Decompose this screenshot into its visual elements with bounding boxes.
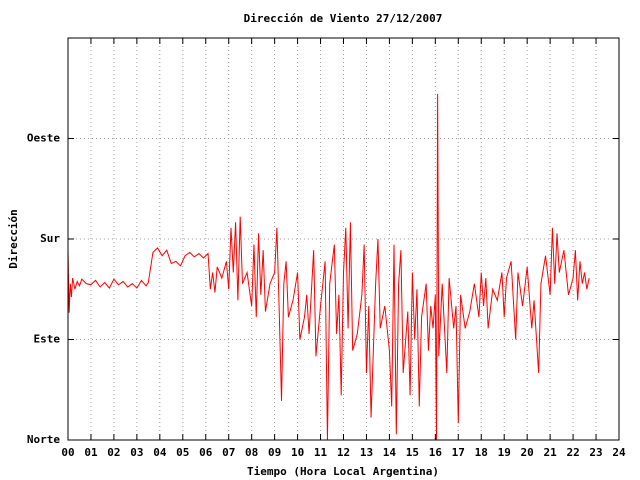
x-tick-label: 22 xyxy=(566,446,579,459)
x-tick-label: 03 xyxy=(130,446,143,459)
x-tick-label: 07 xyxy=(222,446,235,459)
x-tick-label: 05 xyxy=(176,446,189,459)
x-tick-label: 20 xyxy=(521,446,534,459)
y-axis-label: Dirección xyxy=(7,209,20,269)
x-tick-label: 14 xyxy=(383,446,397,459)
x-tick-label: 21 xyxy=(544,446,558,459)
x-tick-label: 04 xyxy=(153,446,167,459)
x-tick-label: 10 xyxy=(291,446,304,459)
y-tick-label: Norte xyxy=(27,433,60,446)
x-tick-label: 08 xyxy=(245,446,258,459)
chart-title: Dirección de Viento 27/12/2007 xyxy=(244,12,443,25)
x-tick-label: 11 xyxy=(314,446,328,459)
x-tick-label: 19 xyxy=(498,446,511,459)
data-line xyxy=(67,93,590,441)
y-tick-label: Oeste xyxy=(27,132,60,145)
y-tick-label: Sur xyxy=(40,232,60,245)
x-tick-label: 16 xyxy=(429,446,443,459)
x-tick-label: 09 xyxy=(268,446,281,459)
x-tick-label: 18 xyxy=(475,446,488,459)
x-axis-label: Tiempo (Hora Local Argentina) xyxy=(247,465,439,478)
x-tick-label: 01 xyxy=(84,446,98,459)
x-tick-label: 06 xyxy=(199,446,213,459)
x-tick-label: 24 xyxy=(612,446,626,459)
x-tick-label: 17 xyxy=(452,446,465,459)
x-tick-label: 12 xyxy=(337,446,350,459)
x-tick-label: 15 xyxy=(406,446,419,459)
x-tick-label: 02 xyxy=(107,446,120,459)
x-tick-label: 00 xyxy=(61,446,74,459)
x-tick-label: 23 xyxy=(589,446,602,459)
plot-frame xyxy=(67,37,620,441)
x-tick-label: 13 xyxy=(360,446,373,459)
y-tick-label: Este xyxy=(34,333,61,346)
